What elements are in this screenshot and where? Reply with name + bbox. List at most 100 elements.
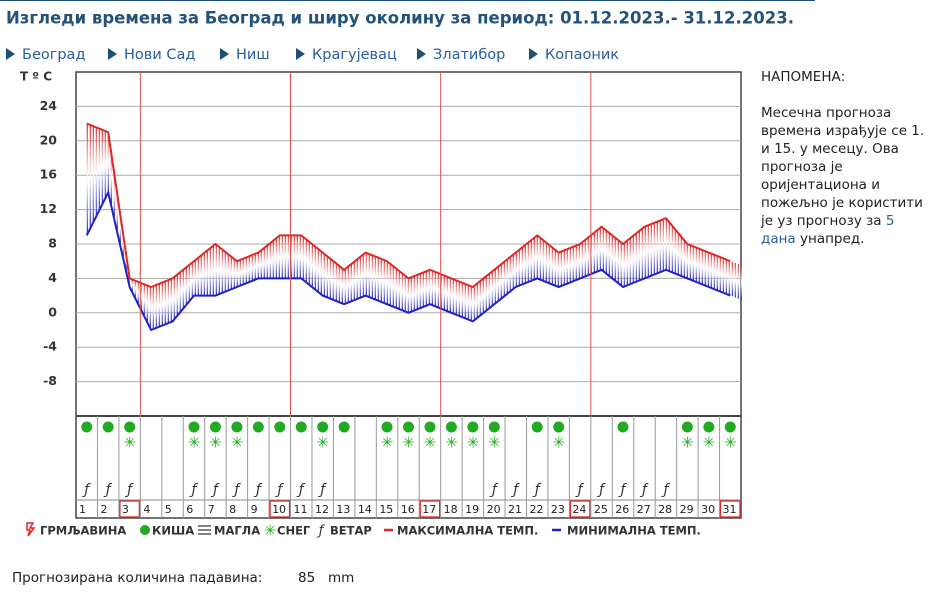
day-label: 11 [294, 503, 308, 516]
range-hatch [719, 256, 721, 292]
range-hatch [338, 265, 340, 303]
range-hatch [152, 286, 154, 330]
range-hatch [479, 281, 481, 316]
y-tick-label: 8 [48, 236, 57, 251]
day-label: 10 [272, 503, 286, 516]
snow-icon: ✳ [681, 434, 694, 452]
y-tick-label: 16 [40, 167, 58, 182]
range-hatch [542, 239, 544, 281]
range-hatch [122, 231, 124, 257]
range-hatch [194, 260, 196, 296]
snow-icon: ✳ [209, 434, 222, 452]
snow-icon: ✳ [424, 434, 437, 452]
range-hatch [233, 258, 235, 289]
range-hatch [407, 277, 409, 313]
range-hatch [290, 235, 292, 279]
range-hatch [632, 236, 634, 284]
range-hatch [683, 239, 685, 277]
snow-icon: ✳ [402, 434, 415, 452]
snow-icon: ✳ [552, 434, 565, 452]
range-hatch [644, 226, 646, 279]
day-label: 21 [508, 503, 522, 516]
note-end: унапред. [800, 231, 865, 247]
range-hatch [401, 272, 403, 311]
range-hatch [440, 274, 442, 309]
day-label: 6 [186, 503, 193, 516]
note-link[interactable]: 5 дана [761, 213, 895, 247]
range-hatch [494, 269, 496, 304]
range-hatch [671, 225, 673, 273]
range-hatch [347, 266, 349, 303]
range-hatch [260, 250, 262, 279]
rain-icon [617, 421, 629, 433]
note-title: НАПОМЕНА: [761, 69, 846, 85]
range-hatch [617, 239, 619, 283]
range-hatch [449, 277, 451, 313]
range-hatch [716, 255, 718, 291]
wind-icon: ƒ [532, 482, 542, 498]
range-hatch [167, 280, 169, 324]
day-label: 19 [465, 503, 479, 516]
range-hatch [98, 128, 100, 212]
range-hatch [575, 245, 577, 281]
range-hatch [185, 267, 187, 306]
series-line [85, 189, 731, 332]
range-hatch [674, 228, 676, 274]
rain-icon [703, 421, 715, 433]
y-tick-label: 20 [40, 132, 58, 147]
range-hatch [227, 253, 229, 291]
nav-link[interactable]: Нови Сад [124, 47, 195, 63]
range-hatch [137, 281, 139, 304]
range-hatch [146, 285, 148, 322]
legend-label: МАКСИМАЛНА ТЕМП. [397, 524, 538, 538]
range-hatch [296, 235, 298, 279]
range-hatch [563, 250, 565, 285]
range-hatch [95, 127, 97, 218]
range-hatch [665, 218, 667, 270]
nav-link[interactable]: Београд [22, 47, 85, 63]
range-hatch [368, 253, 370, 297]
range-hatch [422, 272, 424, 308]
range-hatch [278, 236, 280, 279]
legend: ✳ ƒ [26, 522, 326, 540]
range-hatch [395, 268, 397, 308]
snow-icon: ✳ [488, 434, 501, 452]
range-hatch [737, 264, 739, 299]
range-hatch [413, 276, 415, 311]
range-hatch [713, 254, 715, 289]
range-hatch [107, 132, 109, 194]
range-hatch [134, 280, 136, 298]
nav-arrow [529, 48, 538, 60]
nav-link[interactable]: Златибор [433, 47, 505, 63]
day-label: 8 [229, 503, 236, 516]
range-hatch [218, 246, 220, 295]
wind-icon: ƒ [253, 482, 263, 498]
rain-icon [295, 421, 307, 433]
day-label: 18 [444, 503, 458, 516]
range-hatch [353, 262, 355, 301]
precip-value: 85 [298, 570, 315, 586]
range-hatch [551, 247, 553, 285]
day-label: 17 [422, 503, 436, 516]
rain-icon [338, 421, 350, 433]
range-hatch [689, 244, 691, 280]
day-label: 20 [487, 503, 501, 516]
rain-icon [209, 421, 221, 433]
range-hatch [512, 255, 514, 290]
range-hatch [149, 286, 151, 328]
range-hatch [293, 235, 295, 279]
y-tick-label: -4 [43, 339, 57, 354]
range-hatch [668, 221, 670, 271]
wind-icon: ƒ [231, 482, 241, 498]
range-hatch [464, 283, 466, 319]
range-hatch [335, 263, 337, 301]
range-hatch [662, 219, 664, 272]
nav-link[interactable]: Ниш [236, 47, 270, 63]
range-hatch [224, 251, 226, 292]
nav-link[interactable]: Копаоник [545, 47, 619, 63]
nav-link[interactable]: Крагујевац [312, 47, 397, 63]
wind-icon: ƒ [103, 482, 113, 498]
wind-icon: ƒ [296, 482, 306, 498]
